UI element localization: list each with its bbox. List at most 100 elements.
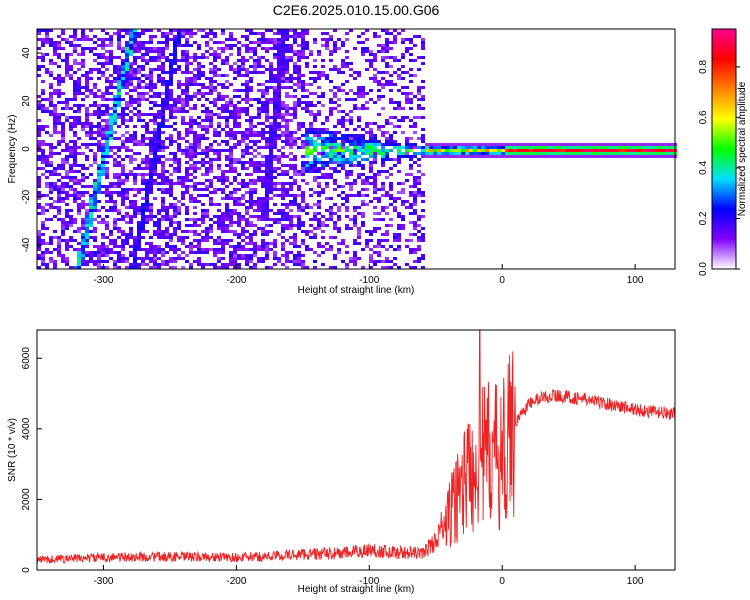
spectrogram-cell [377,140,381,143]
spectrogram-cell [669,155,673,158]
spectrogram-cell [413,194,417,197]
spectrogram-cell [137,173,141,176]
spectrogram-cell [197,152,201,155]
spectrogram-cell [53,53,57,56]
spectrogram-cell [321,155,325,158]
spectrogram-cell [349,149,353,152]
spectrogram-cell [57,185,61,188]
spectrogram-cell [369,239,373,242]
spectrogram-cell [129,110,133,113]
spectrogram-cell [153,83,157,86]
spectrogram-cell [125,215,129,218]
spectrogram-cell [421,56,425,59]
spectrogram-cell [81,92,85,95]
spectrogram-cell [385,152,389,155]
spectrogram-cell [289,74,293,77]
spectrogram-cell [365,203,369,206]
spectrogram-cell [161,77,165,80]
spectrogram-cell [49,164,53,167]
spectrogram-cell [113,239,117,242]
spectrogram-cell [149,251,153,254]
spectrogram-cell [321,71,325,74]
spectrogram-cell [317,134,321,137]
spectrogram-cell [257,83,261,86]
spectrogram-cell [305,155,309,158]
spectrogram-cell [105,155,109,158]
spectrogram-cell [489,152,493,155]
spectrogram-cell [89,254,93,257]
spectrogram-cell [285,251,289,254]
spectrogram-cell [129,83,133,86]
spectrogram-cell [105,221,109,224]
spectrogram-cell [293,104,297,107]
spectrogram-cell [117,68,121,71]
spectrogram-cell [113,146,117,149]
spectrogram-cell [129,41,133,44]
spectrogram-cell [385,143,389,146]
spectrogram-cell [257,98,261,101]
spectrogram-cell [297,137,301,140]
spectrogram-cell [385,62,389,65]
spectrogram-cell [165,104,169,107]
spectrogram-cell [205,116,209,119]
spectrogram-cell [381,245,385,248]
spectrogram-cell [377,254,381,257]
spectrogram-cell [201,263,205,266]
spectrogram-cell [305,134,309,137]
spectrogram-cell [245,29,249,32]
spectrogram-cell [77,107,81,110]
spectrogram-cell [289,260,293,263]
spectrogram-cell [97,107,101,110]
spectrogram-cell [249,254,253,257]
spectrogram-cell [277,92,281,95]
spectrogram-cell [229,158,233,161]
spectrogram-cell [373,263,377,266]
spectrogram-cell [141,161,145,164]
spectrogram-cell [261,209,265,212]
spectrogram-cell [129,68,133,71]
spectrogram-cell [281,245,285,248]
spectrogram-cell [381,233,385,236]
spectrogram-cell [225,206,229,209]
spectrogram-cell [141,263,145,266]
spectrogram-cell [89,38,93,41]
spectrogram-cell [197,122,201,125]
spectrogram-cell [409,53,413,56]
spectrogram-cell [89,77,93,80]
spectrogram-cell [357,140,361,143]
spectrogram-cell [69,77,73,80]
spectrogram-cell [157,29,161,32]
spectrogram-cell [65,107,69,110]
spectrogram-cell [93,206,97,209]
spectrogram-cell [237,182,241,185]
spectrogram-cell [77,122,81,125]
spectrogram-cell [185,56,189,59]
spectrogram-cell [69,140,73,143]
spectrogram-cell [345,128,349,131]
spectrogram-cell [197,56,201,59]
spectrogram-cell [189,200,193,203]
spectrogram-cell [241,59,245,62]
spectrogram-cell [141,44,145,47]
spectrogram-cell [285,44,289,47]
spectrogram-cell [237,218,241,221]
spectrogram-cell [321,173,325,176]
spectrogram-cell [649,152,653,155]
spectrogram-cell [421,116,425,119]
spectrogram-cell [41,194,45,197]
spectrogram-cell [217,116,221,119]
spectrogram-cell [281,53,285,56]
spectrogram-cell [305,104,309,107]
spectrogram-cell [253,47,257,50]
spectrogram-cell [349,68,353,71]
spectrogram-cell [393,257,397,260]
spectrogram-cell [113,221,117,224]
spectrogram-cell [353,137,357,140]
spectrogram-cell [81,248,85,251]
spectrogram-cell [313,260,317,263]
spectrogram-cell [341,137,345,140]
spectrogram-cell [345,65,349,68]
spectrogram-cell [229,47,233,50]
spectrogram-cell [53,131,57,134]
spectrogram-cell [133,260,137,263]
